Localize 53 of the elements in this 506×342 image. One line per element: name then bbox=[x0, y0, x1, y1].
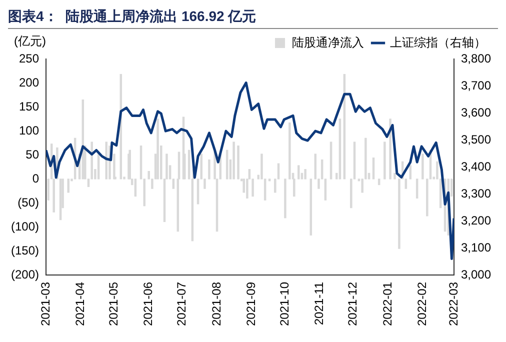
y2-tick-label: 3,800 bbox=[460, 51, 492, 66]
y-tick-label: 100 bbox=[18, 123, 40, 138]
legend-label: 陆股通净流入 bbox=[292, 35, 364, 50]
bar bbox=[232, 142, 235, 180]
bar bbox=[288, 122, 291, 180]
bar bbox=[113, 154, 116, 180]
bar bbox=[105, 142, 108, 180]
bar bbox=[156, 118, 159, 180]
x-tick-label: 2021-08 bbox=[209, 282, 224, 326]
x-tick-label: 2021-09 bbox=[244, 282, 258, 326]
x-tick-label: 2021-11 bbox=[312, 282, 326, 326]
y2-tick-label: 3,700 bbox=[460, 78, 492, 92]
bar bbox=[237, 146, 240, 180]
bar bbox=[394, 172, 396, 180]
x-tick-label: 2022-03 bbox=[446, 282, 460, 326]
y2-tick-label: 3,100 bbox=[460, 240, 492, 254]
y-tick-label: (200) bbox=[11, 267, 40, 282]
y-tick-label: (50) bbox=[18, 195, 40, 210]
y2-tick-label: 3,000 bbox=[460, 267, 492, 282]
x-tick-label: 2021-04 bbox=[72, 282, 87, 326]
bar bbox=[422, 154, 424, 180]
x-tick-label: 2021-05 bbox=[106, 282, 121, 326]
x-tick-label: 2021-06 bbox=[141, 282, 156, 326]
y2-tick-label: 3,500 bbox=[460, 132, 492, 146]
y-tick-label: 200 bbox=[18, 75, 40, 90]
x-tick-label: 2022-02 bbox=[414, 282, 429, 326]
bar bbox=[409, 165, 412, 180]
x-tick-label: 2021-12 bbox=[346, 282, 360, 326]
y-axis-title: (亿元) bbox=[14, 33, 46, 50]
x-tick-label: 2021-10 bbox=[278, 282, 292, 326]
y-tick-label: 0 bbox=[32, 171, 40, 186]
x-tick-label: 2021-07 bbox=[174, 282, 189, 326]
x-tick-label: 2022-01 bbox=[380, 282, 394, 326]
bar bbox=[67, 178, 70, 193]
bar bbox=[389, 118, 392, 180]
y-tick-label: (150) bbox=[11, 243, 40, 258]
y-tick-label: 150 bbox=[18, 99, 40, 114]
y2-tick-label: 3,600 bbox=[460, 105, 492, 120]
y-tick-label: (100) bbox=[11, 219, 40, 234]
y-tick-label: 50 bbox=[26, 147, 40, 162]
y2-tick-label: 3,200 bbox=[460, 213, 492, 228]
bar bbox=[304, 169, 306, 180]
y-tick-label: 250 bbox=[18, 51, 40, 66]
bar bbox=[208, 159, 210, 180]
bar bbox=[284, 178, 286, 218]
chart-title: 图表4： 陆股通上周净流出 166.92 亿元 bbox=[8, 8, 498, 29]
legend-label: 上证综指（右轴） bbox=[390, 35, 486, 50]
y2-tick-label: 3,400 bbox=[460, 159, 492, 174]
y2-tick-label: 3,300 bbox=[460, 186, 492, 200]
bar bbox=[378, 178, 380, 186]
bar bbox=[297, 165, 300, 180]
bar bbox=[384, 142, 386, 180]
x-tick-label: 2021-03 bbox=[38, 282, 52, 326]
